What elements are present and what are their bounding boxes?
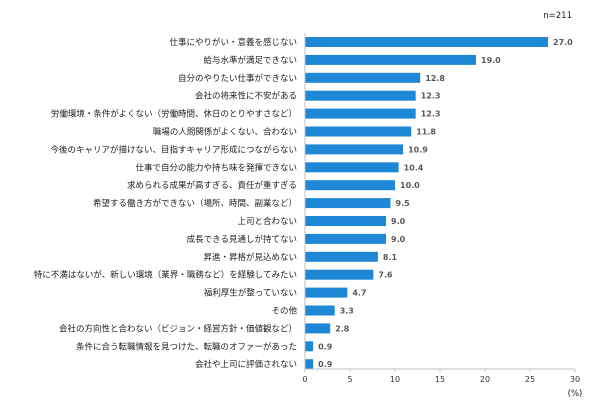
bar: [305, 90, 416, 101]
x-tick-label: 5: [347, 375, 352, 384]
x-tick-label: 20: [480, 375, 490, 384]
x-tick-label: 0: [302, 375, 307, 384]
bar: [305, 323, 331, 334]
bar: [305, 180, 395, 191]
x-axis: 0 5 10 15 20 25 30: [302, 33, 580, 384]
x-tick-label: 25: [525, 375, 535, 384]
value-label: 11.8: [416, 128, 436, 137]
category-label: 自分のやりたい仕事ができない: [178, 73, 297, 84]
bar: [305, 144, 404, 155]
bars-layer: 仕事にやりがい・意義を感じない 27.0 給与水準が満足できない 19.0 自分のやりた…: [34, 37, 573, 370]
value-label: 0.9: [318, 342, 333, 351]
value-label: 8.1: [383, 253, 398, 262]
bar: [305, 233, 386, 244]
x-tick-label: 30: [570, 375, 580, 384]
bar: [305, 305, 335, 316]
value-label: 2.8: [335, 324, 350, 333]
category-label: 仕事で自分の能力や持ち味を発揮できない: [135, 162, 297, 173]
value-label: 12.8: [425, 74, 445, 83]
value-label: 27.0: [553, 38, 573, 47]
value-label: 10.4: [404, 163, 424, 172]
bar: [305, 72, 421, 83]
category-label: 成長できる見通しが持てない: [187, 234, 297, 245]
x-tick-label: 10: [390, 375, 400, 384]
category-label: その他: [271, 306, 297, 317]
value-label: 4.7: [352, 289, 366, 298]
bar: [305, 108, 416, 119]
value-label: 10.9: [408, 145, 428, 154]
bar: [305, 341, 314, 352]
category-label: 特に不満はないが、新しい環境（業界・職務など）を経験してみたい: [34, 270, 297, 281]
bar: [305, 216, 386, 226]
category-label: 条件に合う転職情報を見つけた、転職のオファーがあった: [76, 341, 297, 352]
bar: [305, 162, 399, 173]
bar: [305, 37, 548, 47]
bar: [305, 269, 374, 280]
bar: [305, 287, 348, 298]
category-label: 会社の将来性に不安がある: [195, 91, 297, 102]
bar: [305, 198, 391, 209]
value-label: 12.3: [421, 110, 441, 119]
value-label: 19.0: [481, 56, 501, 65]
category-label: 労働環境・条件がよくない（労働時間、休日のとりやすさなど）: [51, 109, 297, 120]
bar: [305, 359, 314, 370]
value-label: 10.0: [400, 181, 420, 190]
value-label: 9.5: [396, 199, 411, 208]
category-label: 上司と合わない: [237, 216, 297, 227]
category-label: 昇進・昇格が見込めない: [203, 252, 297, 263]
category-label: 求められる成果が高すぎる、責任が重すぎる: [127, 180, 297, 191]
bar: [305, 251, 378, 262]
value-label: 3.3: [340, 307, 354, 316]
category-label: 会社や上司に評価されない: [195, 359, 297, 370]
bar: [305, 126, 412, 137]
category-label: 給与水準が満足できない: [203, 55, 297, 66]
x-tick-label: 15: [435, 375, 445, 384]
value-label: 9.0: [391, 235, 406, 244]
unit-label: (%): [568, 389, 583, 399]
category-label: 福利厚生が整っていない: [204, 288, 297, 299]
category-label: 仕事にやりがい・意義を感じない: [169, 37, 297, 48]
bar: [305, 54, 476, 65]
value-label: 7.6: [378, 271, 393, 280]
value-label: 12.3: [421, 92, 441, 101]
category-label: 職場の人間関係がよくない、合わない: [153, 127, 297, 138]
value-label: 9.0: [391, 217, 406, 226]
value-label: 0.9: [318, 360, 333, 369]
category-label: 希望する働き方ができない（場所、時間、副業など）: [93, 198, 297, 209]
sample-size-label: n=211: [543, 11, 572, 21]
category-label: 今後のキャリアが描けない、目指すキャリア形成につながらない: [50, 144, 297, 155]
category-label: 会社の方向性と合わない（ビジョン・経営方針・価値観など）: [59, 323, 297, 334]
